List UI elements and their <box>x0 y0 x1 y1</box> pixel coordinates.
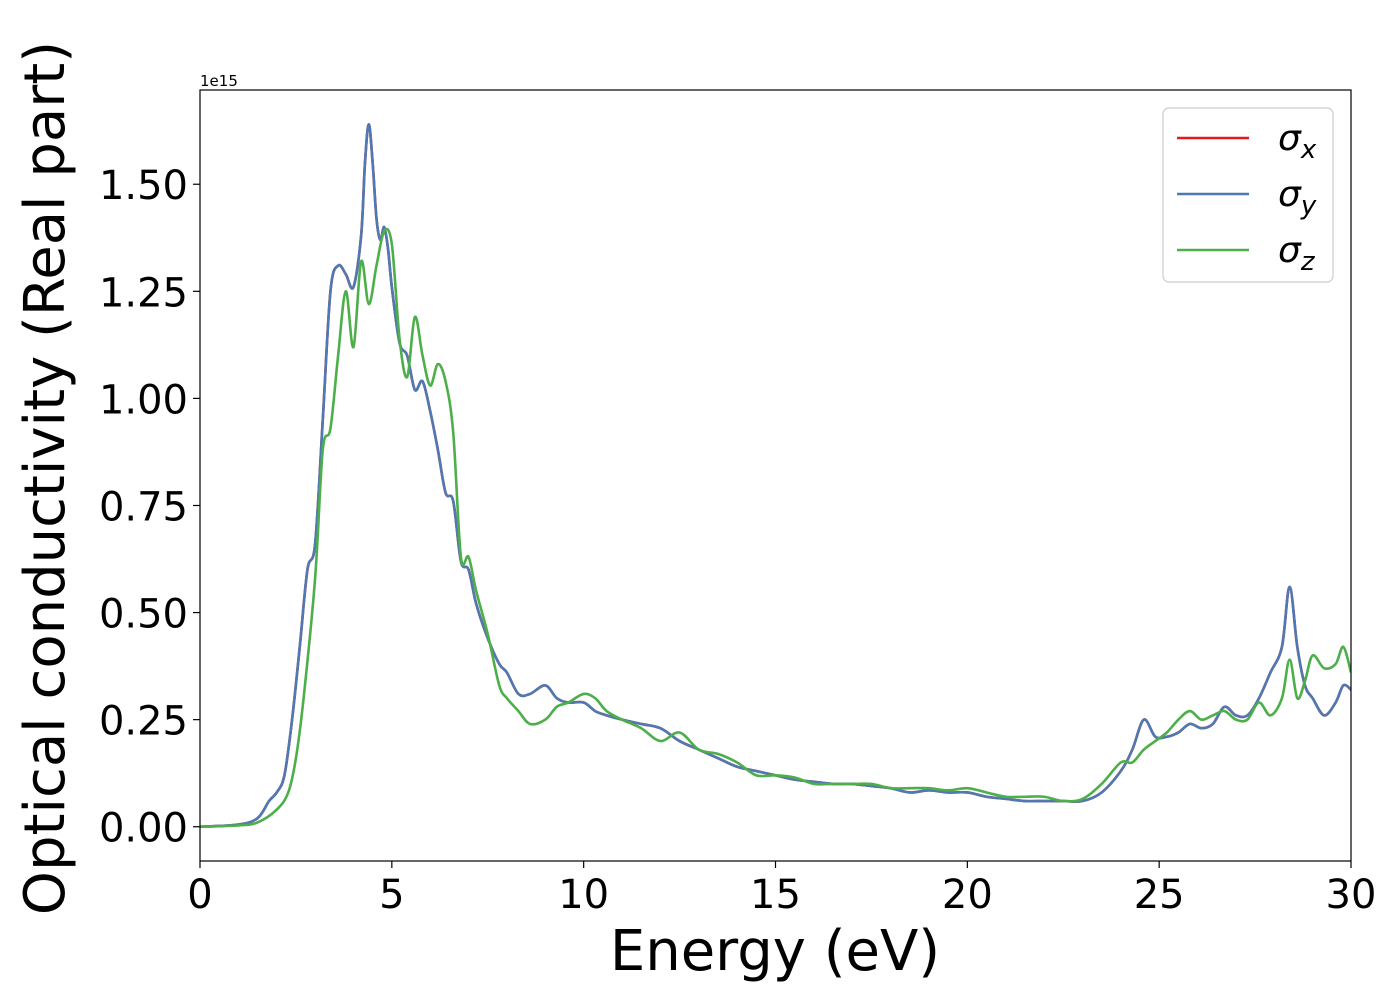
legend-label-y: σy <box>1278 174 1317 221</box>
y-tick-label: 0.00 <box>99 806 188 852</box>
series-line-z <box>200 227 1351 829</box>
y-tick-label: 1.50 <box>99 163 188 209</box>
x-axis-ticks: 0 5 10 15 20 25 30 <box>187 861 1376 918</box>
x-tick-label: 30 <box>1326 872 1377 918</box>
x-tick-label: 15 <box>750 872 801 918</box>
y-tick-label: 1.25 <box>99 270 188 316</box>
x-tick-label: 25 <box>1134 872 1185 918</box>
x-tick-label: 0 <box>187 872 212 918</box>
x-axis-label: Energy (eV) <box>610 919 940 984</box>
series-line-y <box>200 122 1351 829</box>
legend-label-x: σx <box>1278 118 1317 165</box>
y-axis-label: Optical conductivity (Real part) <box>13 41 78 915</box>
series-layer <box>200 122 1351 829</box>
legend: σx σy σz <box>1162 107 1334 283</box>
x-tick-label: 20 <box>942 872 993 918</box>
y-axis-ticks: 0.00 0.25 0.50 0.75 1.00 1.25 1.50 <box>99 163 200 852</box>
y-offset-label: 1e15 <box>200 72 238 90</box>
x-tick-label: 10 <box>558 872 609 918</box>
legend-label-z: σz <box>1278 230 1316 277</box>
y-tick-label: 0.25 <box>99 699 188 745</box>
y-tick-label: 0.50 <box>99 592 188 638</box>
y-tick-label: 0.75 <box>99 484 188 530</box>
y-tick-label: 1.00 <box>99 377 188 423</box>
x-tick-label: 5 <box>379 872 404 918</box>
